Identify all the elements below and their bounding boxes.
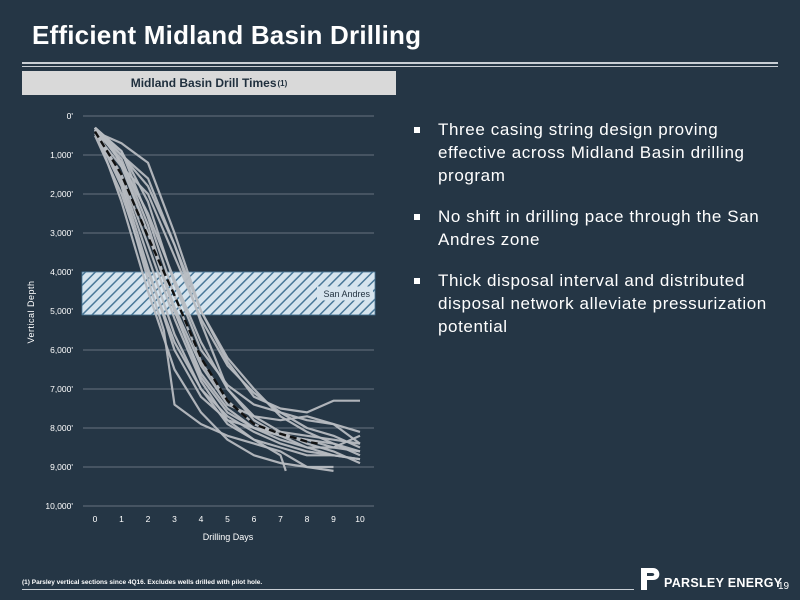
bullet-marker-icon bbox=[414, 127, 420, 133]
bullet-text: Three casing string design proving effec… bbox=[438, 120, 745, 185]
bullet-list: Three casing string design proving effec… bbox=[412, 118, 772, 356]
x-tick-label: 4 bbox=[199, 514, 204, 524]
well-line bbox=[94, 132, 361, 449]
x-tick-label: 5 bbox=[225, 514, 230, 524]
y-axis-ticks: 0' 1,000' 2,000' 3,000' 4,000' 5,000' 6,000' 7,… bbox=[45, 111, 73, 511]
average-line-group bbox=[93, 130, 318, 445]
well-line bbox=[94, 130, 361, 461]
well-line bbox=[94, 130, 361, 457]
x-tick-label: 3 bbox=[172, 514, 177, 524]
y-tick-label: 2,000' bbox=[50, 189, 73, 199]
y-tick-label: 9,000' bbox=[50, 462, 73, 472]
san-andres-band bbox=[81, 271, 376, 316]
chart-title: Midland Basin Drill Times bbox=[130, 76, 277, 90]
bullet-item: Thick disposal interval and distributed … bbox=[412, 269, 772, 338]
bullet-text: No shift in drilling pace through the Sa… bbox=[438, 207, 760, 249]
x-tick-label: 1 bbox=[119, 514, 124, 524]
y-tick-label: 0' bbox=[67, 111, 74, 121]
footer-divider bbox=[22, 589, 634, 590]
x-tick-label: 7 bbox=[278, 514, 283, 524]
x-axis-label: Drilling Days bbox=[203, 532, 254, 542]
x-tick-label: 2 bbox=[146, 514, 151, 524]
y-tick-label: 7,000' bbox=[50, 384, 73, 394]
company-name: PARSLEY ENERGY bbox=[664, 576, 783, 590]
y-tick-label: 6,000' bbox=[50, 345, 73, 355]
chart-title-bar: Midland Basin Drill Times (1) bbox=[22, 71, 396, 95]
san-andres-label: San Andres bbox=[323, 289, 370, 299]
well-line bbox=[94, 130, 360, 414]
well-line bbox=[94, 127, 334, 457]
page-number: 19 bbox=[778, 581, 790, 592]
title-divider-thin bbox=[22, 66, 778, 67]
page-title: Efficient Midland Basin Drilling bbox=[32, 20, 422, 50]
well-line bbox=[93, 135, 361, 461]
bullet-marker-icon bbox=[414, 278, 420, 284]
footnote: (1) Parsley vertical sections since 4Q16… bbox=[22, 579, 263, 586]
well-line bbox=[93, 127, 334, 469]
x-axis-ticks: 0 1 2 3 4 5 6 7 8 9 10 bbox=[93, 514, 365, 524]
y-tick-label: 8,000' bbox=[50, 423, 73, 433]
san-andres-label-bg bbox=[317, 286, 373, 301]
y-tick-label: 10,000' bbox=[45, 501, 73, 511]
y-tick-label: 3,000' bbox=[50, 228, 73, 238]
chart-title-footnote-marker: (1) bbox=[277, 78, 288, 88]
well-line bbox=[94, 131, 287, 472]
bullet-text: Thick disposal interval and distributed … bbox=[438, 271, 767, 336]
x-tick-label: 9 bbox=[331, 514, 336, 524]
parsley-energy-logo-icon bbox=[641, 568, 660, 590]
well-line bbox=[94, 127, 361, 433]
x-tick-label: 6 bbox=[252, 514, 257, 524]
bullet-item: Three casing string design proving effec… bbox=[412, 118, 772, 187]
title-divider bbox=[22, 62, 778, 64]
san-andres-zone: San Andres bbox=[81, 271, 376, 316]
well-line bbox=[94, 129, 361, 445]
y-axis-label: Vertical Depth bbox=[26, 280, 36, 343]
x-tick-label: 10 bbox=[355, 514, 365, 524]
well-line bbox=[94, 126, 361, 449]
bullet-marker-icon bbox=[414, 214, 420, 220]
y-tick-label: 5,000' bbox=[50, 306, 73, 316]
x-tick-label: 8 bbox=[305, 514, 310, 524]
bullet-item: No shift in drilling pace through the Sa… bbox=[412, 205, 772, 251]
average-line bbox=[93, 130, 318, 445]
y-tick-label: 4,000' bbox=[50, 267, 73, 277]
x-tick-label: 0 bbox=[93, 514, 98, 524]
y-tick-label: 1,000' bbox=[50, 150, 73, 160]
